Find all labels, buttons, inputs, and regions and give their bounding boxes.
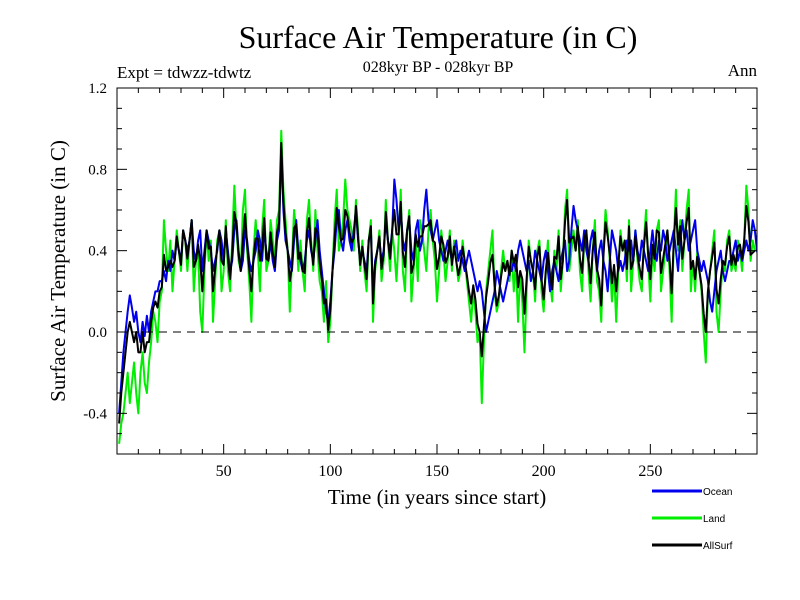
y-tick-label: 0.4 [88, 244, 107, 260]
x-axis-label: Time (in years since start) [328, 485, 547, 509]
y-tick-label: -0.4 [83, 406, 107, 422]
experiment-label: Expt = tdwzz-tdwtz [117, 63, 252, 82]
y-tick-label: 0.0 [88, 325, 107, 341]
x-tick-label: 100 [318, 463, 342, 480]
series-line-allsurf [118, 141, 756, 424]
x-axis-ticks: 50 100 150 200 250 [137, 88, 737, 480]
legend: Ocean Land AllSurf [652, 487, 733, 552]
y-axis-label: Surface Air Temperature (in C) [46, 140, 70, 402]
y-tick-label: 1.2 [88, 81, 107, 97]
season-label: Ann [728, 61, 758, 80]
series-layer [118, 129, 757, 444]
x-tick-label: 250 [638, 463, 662, 480]
legend-label-allsurf: AllSurf [703, 541, 733, 552]
chart-title: Surface Air Temperature (in C) [239, 19, 638, 55]
legend-label-land: Land [703, 514, 725, 525]
chart-subtitle: 028kyr BP - 028kyr BP [363, 59, 514, 76]
x-tick-label: 50 [216, 463, 232, 480]
series-line-land [118, 129, 756, 444]
y-tick-label: 0.8 [88, 162, 107, 178]
x-tick-label: 200 [532, 463, 556, 480]
plot-area: 50 100 150 200 250 -0.4 0.0 0.4 0.8 1.2 [83, 81, 758, 480]
x-tick-label: 150 [425, 463, 449, 480]
legend-label-ocean: Ocean [703, 487, 732, 498]
y-axis-ticks: -0.4 0.0 0.4 0.8 1.2 [83, 81, 757, 435]
